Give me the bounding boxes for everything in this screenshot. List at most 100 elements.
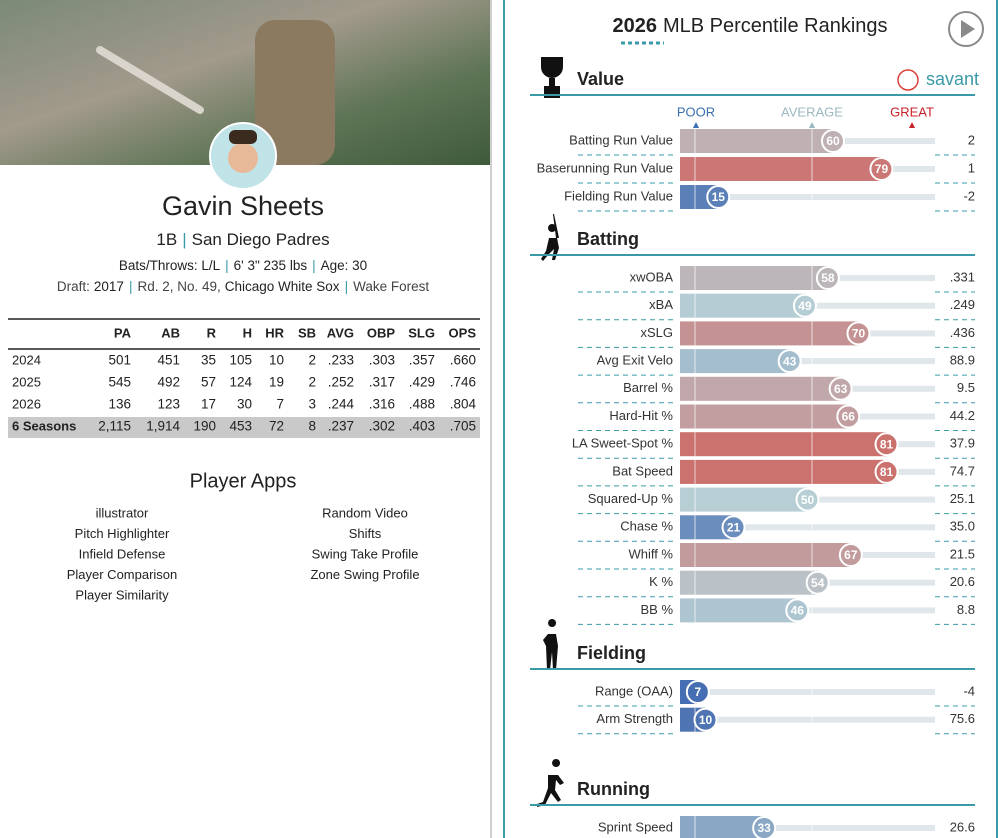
- metric-name: Hard-Hit %: [609, 408, 673, 423]
- app-link[interactable]: Shifts: [349, 526, 382, 541]
- percentile-label: 21: [727, 520, 741, 534]
- track: [680, 524, 935, 531]
- stat-cell: .357: [409, 353, 435, 368]
- percentile-label: 79: [875, 162, 889, 176]
- metric-name: Bat Speed: [612, 463, 673, 478]
- percentile-bar: [680, 598, 798, 623]
- metric-name: K %: [649, 574, 673, 589]
- stat-cell: .746: [450, 375, 476, 390]
- percentile-bar: [680, 570, 818, 595]
- metric-name: Sprint Speed: [598, 819, 673, 834]
- draft-label: Draft:: [57, 279, 90, 294]
- app-link[interactable]: Random Video: [322, 505, 408, 520]
- metric-name: xwOBA: [630, 269, 674, 284]
- app-link[interactable]: Infield Defense: [79, 546, 166, 561]
- percentile-dot: [777, 349, 802, 374]
- percentile-label: 49: [798, 299, 812, 313]
- draft-school: Wake Forest: [353, 279, 429, 294]
- divider: [490, 0, 492, 838]
- metric-name: Batting Run Value: [569, 132, 673, 147]
- metric-name: xBA: [649, 297, 673, 312]
- stat-cell: .302: [369, 419, 395, 434]
- app-link[interactable]: Pitch Highlighter: [75, 526, 170, 541]
- metric-name: Avg Exit Velo: [597, 353, 673, 368]
- metric-value: .436: [950, 325, 975, 340]
- section-title: Value: [577, 69, 624, 89]
- column-header: R: [207, 325, 217, 340]
- stat-cell: .237: [328, 419, 354, 434]
- metric-value: 37.9: [950, 436, 975, 451]
- stat-cell: 451: [157, 353, 180, 368]
- percentile-bar: [680, 293, 805, 318]
- stat-cell: 453: [229, 419, 252, 434]
- stat-cell: 545: [108, 375, 131, 390]
- stat-cell: .488: [409, 397, 435, 412]
- track: [680, 825, 935, 831]
- percentile-label: 15: [712, 190, 726, 204]
- title: MLB Percentile Rankings: [663, 15, 888, 37]
- percentile-bar: [680, 129, 833, 153]
- percentile-dot: [805, 570, 830, 595]
- stat-cell: .303: [369, 353, 395, 368]
- metric-name: LA Sweet-Spot %: [572, 436, 674, 451]
- column-header: AB: [161, 325, 180, 340]
- column-header: AVG: [327, 325, 354, 340]
- stat-cell: 57: [201, 375, 216, 390]
- position: 1B: [156, 230, 177, 249]
- percentile-label: 43: [783, 354, 797, 368]
- percentile-bar: [680, 816, 765, 838]
- percentile-dot: [846, 321, 871, 346]
- percentile-dot: [721, 515, 746, 540]
- metric-value: 21.5: [950, 546, 975, 561]
- metric-value: .249: [950, 297, 975, 312]
- percentile-label: 50: [801, 493, 815, 507]
- app-link[interactable]: Swing Take Profile: [312, 546, 419, 561]
- percentile-dot: [706, 185, 731, 209]
- stat-cell: 1,914: [146, 419, 180, 434]
- savant-logo[interactable]: [897, 69, 919, 91]
- percentile-label: 46: [791, 604, 805, 618]
- stat-cell: 105: [229, 353, 252, 368]
- percentile-dot: [828, 376, 853, 401]
- percentile-bar: [680, 459, 887, 484]
- year: 2026: [612, 15, 657, 37]
- app-link[interactable]: Zone Swing Profile: [310, 567, 419, 582]
- percentile-dot: [874, 459, 899, 484]
- draft-year: 2017: [94, 279, 124, 294]
- percentile-label: 58: [821, 271, 835, 285]
- metric-name: Baserunning Run Value: [537, 160, 673, 175]
- app-link[interactable]: Player Similarity: [75, 587, 169, 602]
- section-icon: [541, 57, 563, 98]
- separator: |: [182, 230, 186, 249]
- headshot-cap: [229, 130, 257, 144]
- separator: |: [345, 279, 349, 294]
- metric-value: 8.8: [957, 602, 975, 617]
- stat-cell: .429: [409, 375, 435, 390]
- stat-cell: 72: [269, 419, 284, 434]
- percentile-dot: [836, 404, 861, 429]
- team: San Diego Padres: [192, 230, 330, 249]
- percentile-dot: [815, 266, 840, 290]
- season: 2024: [12, 352, 41, 367]
- metric-name: xSLG: [640, 325, 673, 340]
- percentile-dot: [821, 129, 845, 153]
- metric-value: -2: [963, 188, 975, 203]
- stat-cell: 35: [201, 353, 216, 368]
- brand[interactable]: savant: [926, 69, 979, 89]
- stat-cell: .244: [328, 397, 355, 412]
- percentile-bar: [680, 321, 859, 346]
- app-link[interactable]: illustrator: [96, 505, 149, 520]
- percentile-label: 7: [695, 685, 702, 699]
- stat-cell: 17: [201, 397, 216, 412]
- bio-item: 6' 3" 235 lbs: [234, 258, 308, 273]
- metric-name: Squared-Up %: [588, 491, 674, 506]
- stat-cell: 190: [193, 419, 216, 434]
- photo-bat: [96, 46, 204, 114]
- stat-cell: 123: [157, 397, 180, 412]
- bio-item: Bats/Throws: L/L: [119, 258, 221, 273]
- draft-team: Chicago White Sox: [225, 279, 340, 294]
- app-link[interactable]: Player Comparison: [67, 567, 178, 582]
- percentile-label: 70: [852, 327, 866, 341]
- draft-pick: Rd. 2, No. 49,: [137, 279, 220, 294]
